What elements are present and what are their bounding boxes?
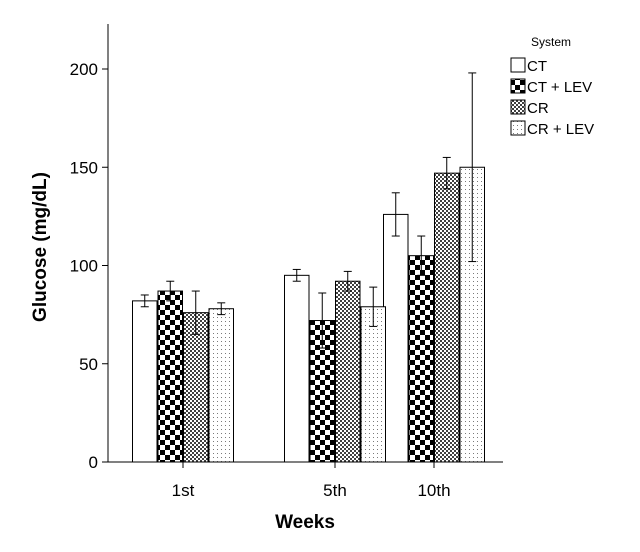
bar bbox=[284, 274, 310, 463]
y-tick-label: 200 bbox=[70, 60, 98, 79]
legend: System CT CT + LEV CR CR + LEV bbox=[510, 35, 594, 138]
y-tick-label: 0 bbox=[89, 453, 98, 472]
x-axis-title: Weeks bbox=[275, 512, 335, 533]
bar bbox=[335, 280, 361, 463]
legend-label: CT bbox=[527, 58, 547, 75]
x-tick-label: 10th bbox=[417, 481, 450, 500]
bar bbox=[208, 308, 234, 463]
x-tick-label: 5th bbox=[323, 481, 347, 500]
legend-label: CR + LEV bbox=[527, 121, 594, 138]
bar bbox=[157, 290, 183, 463]
y-tick-label: 50 bbox=[79, 355, 98, 374]
legend-swatch bbox=[510, 120, 526, 136]
x-ticks: 1st 5th 10th bbox=[172, 462, 451, 500]
legend-label: CR bbox=[527, 100, 549, 117]
legend-swatch bbox=[510, 78, 526, 94]
error-bars bbox=[140, 72, 477, 349]
bar bbox=[360, 306, 386, 463]
legend-swatch bbox=[510, 57, 526, 73]
y-tick-label: 150 bbox=[70, 158, 98, 177]
x-tick-label: 1st bbox=[172, 481, 195, 500]
bar bbox=[434, 172, 460, 463]
legend-title: System bbox=[531, 35, 571, 49]
y-tick-label: 100 bbox=[70, 257, 98, 276]
legend-swatch bbox=[510, 99, 526, 115]
y-axis-title: Glucose (mg/dL) bbox=[30, 172, 51, 322]
bar bbox=[408, 255, 434, 463]
bar bbox=[383, 213, 409, 463]
bar bbox=[183, 312, 209, 463]
bar bbox=[132, 300, 158, 463]
y-ticks: 0 50 100 150 200 bbox=[70, 60, 108, 472]
legend-label: CT + LEV bbox=[527, 79, 592, 96]
bars bbox=[132, 166, 485, 463]
